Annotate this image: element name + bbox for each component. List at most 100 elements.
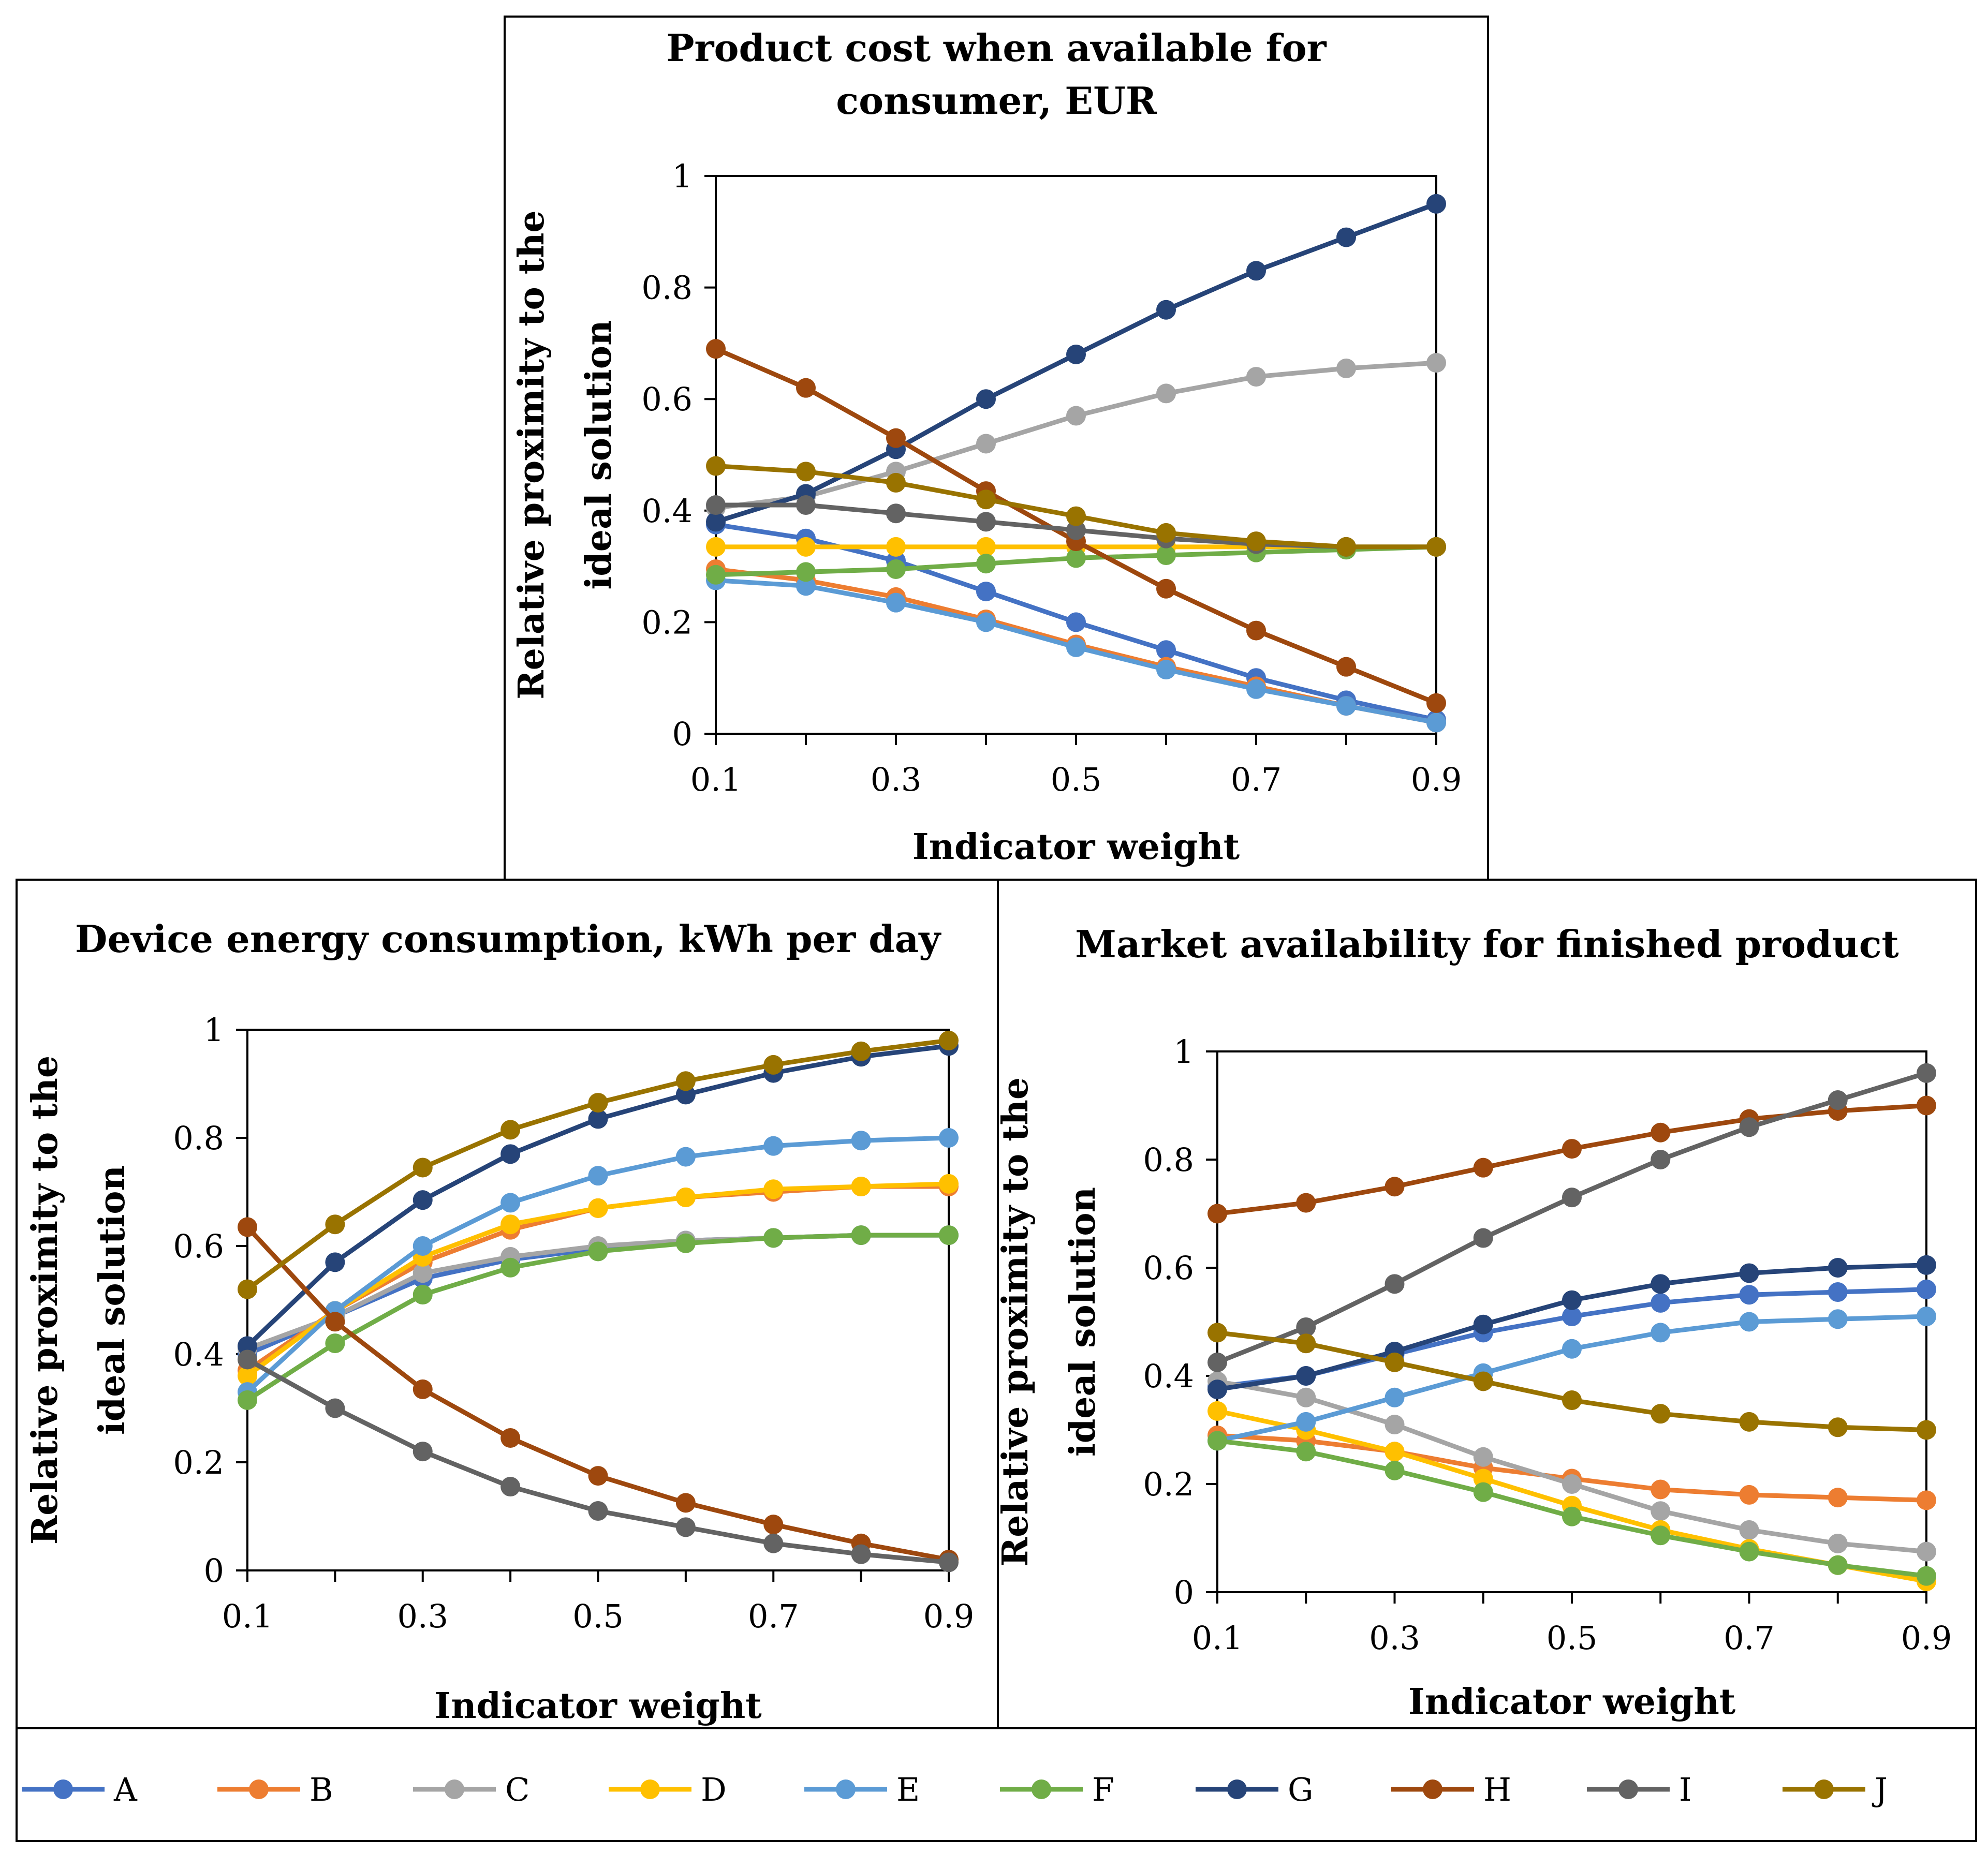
data-point-H (675, 1493, 696, 1513)
x-tick-label: 0.1 (690, 761, 742, 798)
data-point-H (1562, 1139, 1582, 1159)
y-axis-title: ideal solution (578, 320, 620, 589)
data-point-F (763, 1228, 784, 1248)
data-point-C (1066, 406, 1086, 426)
y-tick-label: 0 (204, 1552, 224, 1590)
data-point-F (1207, 1431, 1227, 1451)
x-axis-title: Indicator weight (912, 826, 1240, 868)
data-point-F (1739, 1541, 1759, 1562)
data-point-D (1207, 1401, 1227, 1421)
data-point-I (763, 1533, 784, 1553)
data-point-A (1651, 1293, 1671, 1313)
y-tick-label: 0 (1174, 1574, 1194, 1611)
legend-frame (16, 1727, 1977, 1842)
data-point-I (413, 1442, 433, 1462)
data-point-B (1917, 1490, 1936, 1510)
data-point-E (675, 1147, 696, 1167)
data-point-F (588, 1241, 608, 1262)
data-point-G (500, 1144, 521, 1164)
data-point-I (1207, 1352, 1227, 1372)
x-tick-label: 0.7 (1724, 1619, 1775, 1657)
y-tick-label: 1 (1174, 1033, 1194, 1071)
panel-frame-top (504, 16, 1489, 882)
data-point-G (238, 1336, 257, 1356)
data-point-F (1917, 1566, 1936, 1586)
y-tick-label: 0.6 (641, 380, 693, 418)
data-point-J (939, 1030, 959, 1050)
x-tick-label: 0.3 (397, 1597, 448, 1635)
y-axis-title: Relative proximity to the (995, 1077, 1036, 1566)
data-point-H (1473, 1158, 1493, 1178)
data-point-J (1156, 523, 1176, 543)
data-point-I (851, 1544, 871, 1564)
y-tick-label: 0.2 (173, 1444, 224, 1481)
data-point-I (238, 1349, 257, 1370)
y-tick-label: 0.8 (1143, 1141, 1194, 1179)
data-point-J (1385, 1352, 1405, 1372)
y-axis-title: Relative proximity to the (24, 1056, 66, 1545)
data-point-J (1336, 537, 1356, 557)
data-point-C (1426, 353, 1446, 373)
y-tick-label: 0.4 (173, 1336, 224, 1373)
data-point-J (706, 456, 726, 476)
y-axis-title: Relative proximity to the (511, 210, 552, 699)
data-point-J (851, 1041, 871, 1061)
legend-marker-D (640, 1779, 660, 1799)
data-point-H (1651, 1122, 1671, 1143)
y-tick-label: 0 (672, 715, 693, 753)
data-point-C (1828, 1533, 1848, 1553)
data-point-I (1385, 1274, 1405, 1294)
data-point-G (1562, 1290, 1582, 1310)
legend-marker-C (445, 1779, 464, 1799)
y-tick-label: 0.2 (641, 603, 693, 641)
y-tick-label: 0.4 (641, 492, 693, 530)
data-point-G (1156, 300, 1176, 320)
data-point-J (1246, 531, 1266, 552)
data-point-G (325, 1252, 345, 1272)
data-point-F (1562, 1506, 1582, 1526)
y-tick-label: 0.4 (1143, 1357, 1194, 1395)
data-point-H (1246, 620, 1266, 641)
data-point-F (1296, 1442, 1316, 1462)
data-point-J (413, 1158, 433, 1178)
data-point-I (1473, 1228, 1493, 1248)
data-point-E (976, 612, 996, 632)
data-point-A (1828, 1282, 1848, 1302)
data-point-G (1828, 1258, 1848, 1278)
legend-label-C: C (505, 1771, 529, 1808)
data-point-H (588, 1466, 608, 1486)
data-point-I (1651, 1150, 1671, 1169)
data-point-J (1562, 1390, 1582, 1411)
x-tick-label: 0.1 (222, 1597, 273, 1635)
data-point-H (413, 1379, 433, 1399)
data-point-J (1473, 1371, 1493, 1391)
data-point-I (976, 512, 996, 532)
data-point-A (1917, 1279, 1936, 1299)
data-point-D (763, 1179, 784, 1199)
data-point-J (1426, 537, 1446, 557)
data-point-J (1207, 1323, 1227, 1343)
data-point-B (1828, 1488, 1848, 1508)
data-point-B (1739, 1485, 1759, 1505)
data-point-E (796, 576, 816, 596)
data-point-C (1156, 383, 1176, 404)
data-point-J (1066, 506, 1086, 526)
data-point-E (500, 1193, 521, 1213)
data-point-H (1296, 1193, 1316, 1213)
data-point-G (1296, 1366, 1316, 1386)
data-point-F (851, 1225, 871, 1245)
data-point-G (588, 1109, 608, 1129)
data-point-G (1066, 344, 1086, 364)
data-point-J (238, 1279, 257, 1299)
data-point-D (851, 1177, 871, 1197)
data-point-E (1336, 696, 1356, 716)
data-point-F (1066, 548, 1086, 568)
y-tick-label: 0.8 (641, 269, 693, 307)
legend-marker-A (53, 1779, 73, 1799)
x-tick-label: 0.3 (1369, 1619, 1420, 1657)
y-tick-label: 0.6 (173, 1227, 224, 1265)
data-point-F (325, 1333, 345, 1354)
chart-title: Product cost when available for (666, 26, 1327, 70)
x-tick-label: 0.9 (1411, 761, 1462, 798)
